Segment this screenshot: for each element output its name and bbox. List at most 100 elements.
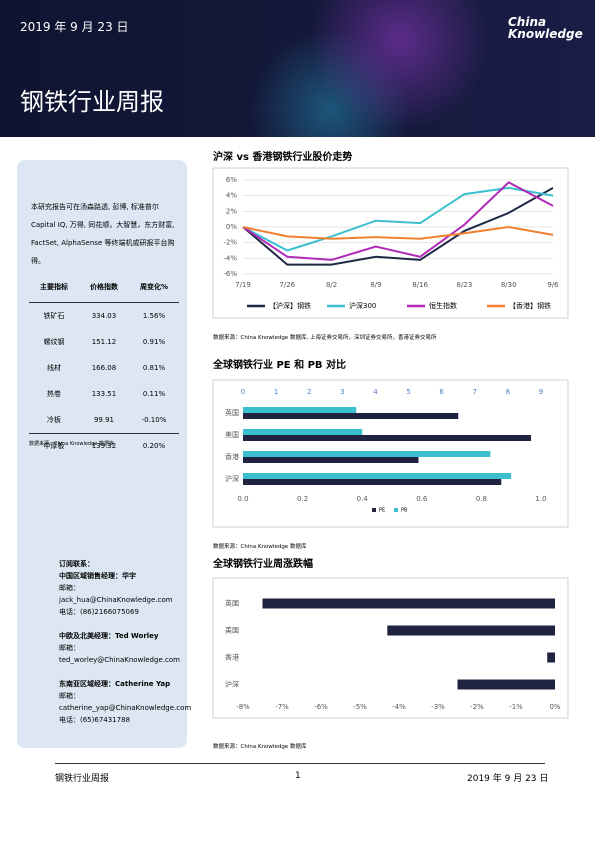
table-cell: 线材 — [46, 364, 61, 372]
x-tick-label: 8/16 — [412, 281, 428, 289]
page-number: 1 — [295, 771, 301, 781]
table-cell: 1.56% — [142, 312, 166, 320]
chart-frame — [212, 577, 569, 719]
bar — [243, 479, 502, 485]
table-row: 热卷 133.51 0.11% — [29, 381, 179, 407]
x2-tick-label: 8 — [506, 388, 510, 396]
bar — [243, 407, 357, 413]
x-tick-label: -8% — [236, 703, 250, 711]
y-tick-label: 香港 — [225, 653, 239, 662]
x-tick-label: -5% — [353, 703, 367, 711]
source: 数据来源：China Knowledge 数据库 — [213, 744, 307, 750]
y-tick-label: 美国 — [225, 626, 239, 635]
bar — [243, 413, 459, 419]
line-series — [242, 186, 554, 266]
x-tick-label: 0.4 — [357, 495, 369, 503]
contact-line: 东南亚区域经理：Catherine Yap — [59, 680, 171, 688]
table-row: 螺纹钢 151.12 0.91% — [29, 329, 179, 355]
header-cell: 主要指标 — [29, 272, 79, 303]
bar — [243, 457, 419, 463]
table-header: 主要指标 价格指数 周变化% — [29, 272, 179, 303]
chart-title: 沪深 vs 香港钢铁行业股价走势 — [213, 150, 352, 163]
table-cell: 热卷 — [46, 390, 61, 398]
header: 2019 年 9 月 23 日 China Knowledge 钢铁行业周报 — [0, 0, 595, 137]
table-cell: 0.91% — [142, 338, 166, 346]
table-cell: 中厚板 — [43, 442, 65, 450]
x-tick-label: 8/2 — [326, 281, 337, 289]
logo-top: China — [508, 15, 547, 29]
table-cell: 铁矿石 — [43, 312, 65, 320]
x-tick-label: -2% — [470, 703, 484, 711]
x-tick-label: 0.6 — [416, 495, 428, 503]
table-row: 铁矿石 334.03 1.56% — [29, 303, 179, 330]
x2-tick-label: 7 — [473, 388, 477, 396]
footer-left: 钢铁行业周报 — [55, 774, 110, 784]
table-cell: 166.08 — [91, 364, 117, 372]
x-tick-label: 0.2 — [297, 495, 308, 503]
table-cell: 334.03 — [91, 312, 117, 320]
table-cell: 151.12 — [91, 338, 117, 346]
contact-line: 邮箱：ted_worley@ChinaKnowledge.com — [59, 644, 180, 664]
y-tick-label: -4% — [223, 254, 237, 262]
y-tick-label: 2% — [226, 207, 237, 215]
chart-frame — [212, 167, 569, 319]
bar — [243, 451, 491, 457]
x-tick-label: -1% — [509, 703, 523, 711]
bar — [262, 598, 555, 609]
legend-swatch — [372, 508, 376, 512]
legend-swatch — [394, 508, 398, 512]
y-tick-label: 英国 — [225, 408, 239, 417]
x-tick-label: 8/30 — [501, 281, 517, 289]
table-cell: 螺纹钢 — [43, 338, 65, 346]
table-cell: -0.10% — [141, 416, 167, 424]
x-tick-label: 0% — [549, 703, 560, 711]
footer-rule — [55, 763, 545, 764]
x2-tick-label: 6 — [439, 388, 444, 396]
footer-right: 2019 年 9 月 23 日 — [467, 774, 549, 784]
x-tick-label: -3% — [431, 703, 445, 711]
y-tick-label: 沪深 — [225, 474, 239, 483]
x-tick-label: 0.0 — [237, 495, 248, 503]
chart-title: 全球钢铁行业周涨跌幅 — [212, 557, 313, 570]
line-series — [242, 181, 554, 261]
intro: 本研究报告可在汤森路透, 彭博, 标准普尔 Capital IQ, 万得, 同花… — [31, 203, 175, 265]
header-cell: 周变化% — [128, 272, 179, 303]
table-cell: 139.32 — [91, 442, 117, 450]
bar — [243, 435, 532, 441]
table-row: 冷板 99.91 -0.10% — [29, 407, 179, 433]
contacts: 订阅联系： 中国区域销售经理：华宇 邮箱：jack_hua@ChinaKnowled… — [59, 558, 191, 726]
contact-line: 邮箱：jack_hua@ChinaKnowledge.com — [59, 584, 173, 604]
x-tick-label: 1.0 — [535, 495, 546, 503]
bar — [243, 429, 363, 435]
bar — [387, 625, 555, 636]
x-tick-label: 7/19 — [235, 281, 251, 289]
y-tick-label: -6% — [223, 270, 237, 278]
bar — [547, 652, 555, 663]
x2-tick-label: 9 — [539, 388, 543, 396]
header-title: 钢铁行业周报 — [20, 88, 164, 116]
x-tick-label: 0.8 — [476, 495, 487, 503]
x-tick-label: -4% — [392, 703, 406, 711]
logo-bottom: Knowledge — [508, 27, 583, 41]
table-cell: 0.20% — [142, 442, 166, 450]
y-tick-label: 美国 — [225, 430, 239, 439]
y-tick-label: 沪深 — [225, 680, 239, 689]
x-tick-label: -7% — [275, 703, 289, 711]
y-tick-label: 4% — [226, 192, 237, 200]
legend-label: 恒生指数 — [429, 301, 457, 310]
header-cell: 价格指数 — [78, 272, 129, 303]
line-series — [242, 225, 554, 240]
table-cell: 133.51 — [91, 390, 117, 398]
x-tick-label: 9/6 — [547, 281, 559, 289]
y-tick-label: -2% — [223, 239, 237, 247]
legend-label: 【沪深】钢铁 — [269, 301, 311, 310]
header-date: 2019 年 9 月 23 日 — [20, 20, 129, 34]
contact-line: 邮箱：catherine_yap@ChinaKnowledge.com — [59, 692, 192, 712]
table-cell: 冷板 — [46, 416, 61, 424]
bar — [457, 679, 555, 690]
table-cell: 99.91 — [93, 416, 114, 424]
x2-tick-label: 1 — [274, 388, 278, 396]
legend-label: PE — [379, 508, 385, 514]
table-source: 数据来源：China Knowledge 数据库 — [29, 433, 179, 447]
